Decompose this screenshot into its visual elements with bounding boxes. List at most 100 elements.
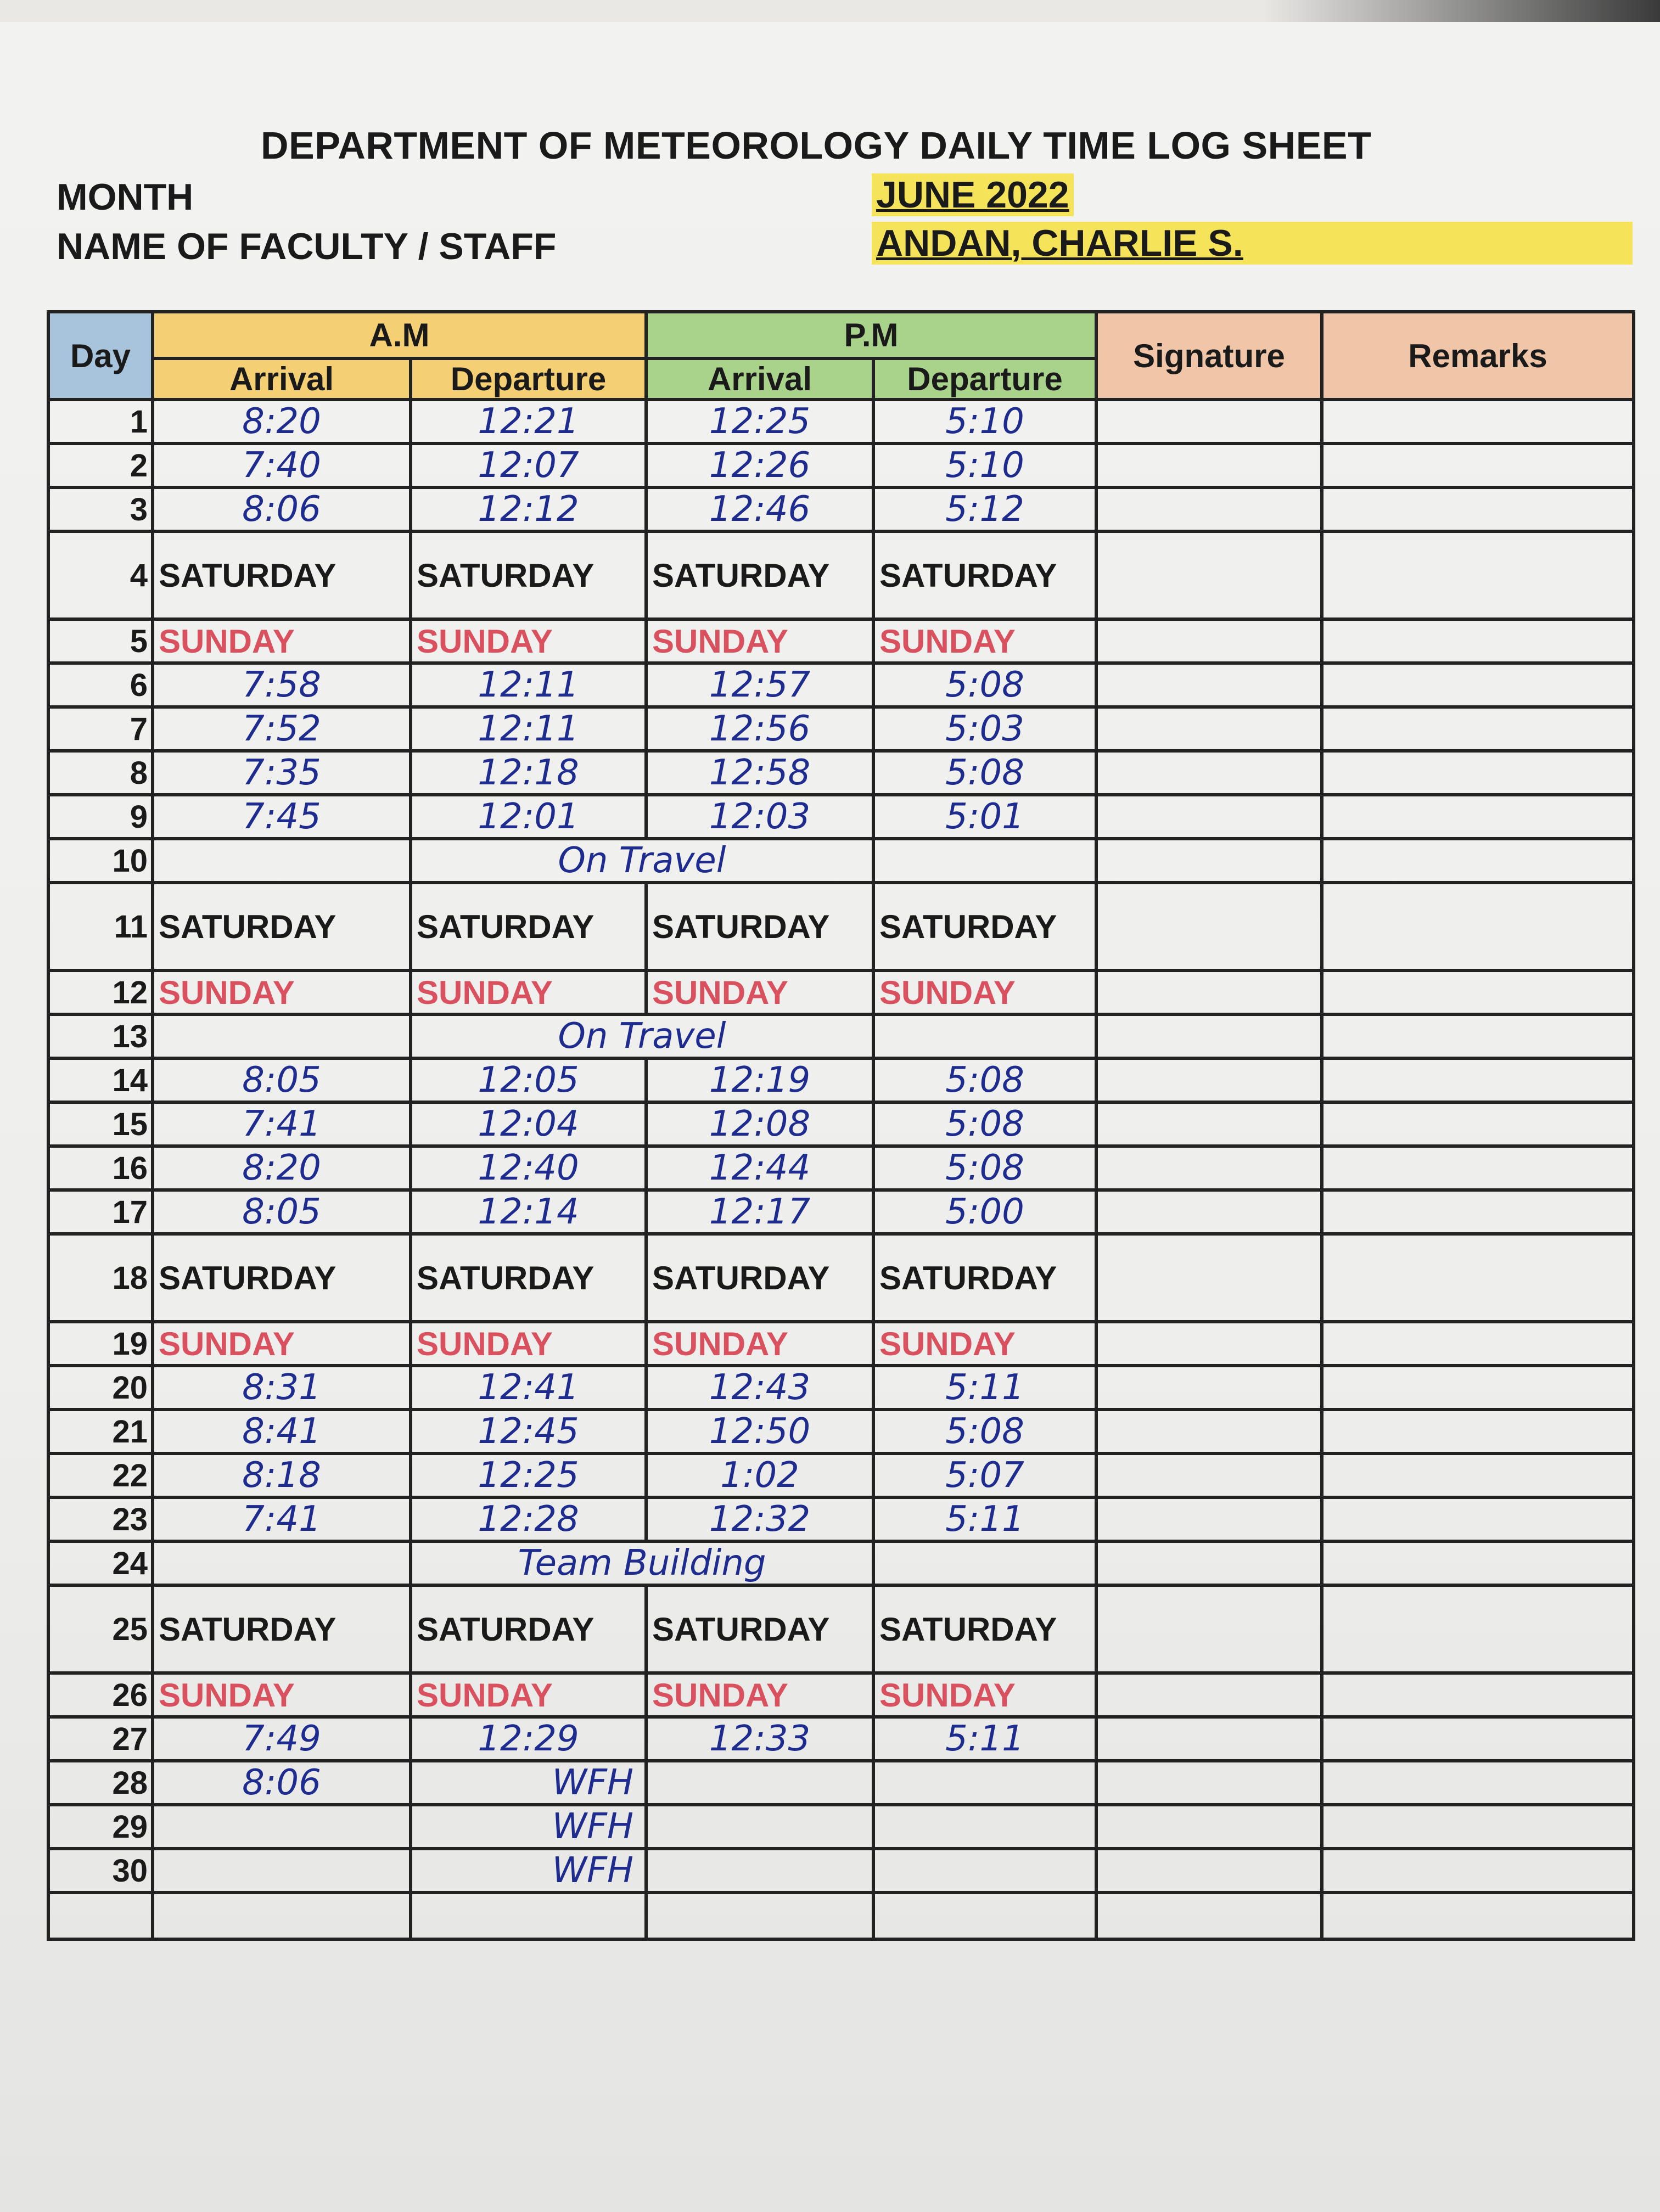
- day-number: 16: [47, 1144, 154, 1192]
- signature-cell[interactable]: [1095, 1013, 1324, 1060]
- day-number: 15: [47, 1101, 154, 1148]
- signature-cell[interactable]: [1095, 1496, 1324, 1543]
- signature-cell[interactable]: [1095, 530, 1324, 621]
- remarks-cell[interactable]: [1320, 881, 1636, 972]
- remarks-cell[interactable]: [1320, 837, 1636, 884]
- am-departure-cell: 12:29: [408, 1715, 648, 1762]
- table-row: 12 SUNDAY SUNDAY SUNDAY SUNDAY: [47, 969, 1636, 1016]
- pm-arrival-cell: [644, 1847, 876, 1894]
- remarks-cell[interactable]: [1320, 1671, 1636, 1719]
- remarks-cell[interactable]: [1320, 1320, 1636, 1367]
- signature-cell[interactable]: [1095, 1188, 1324, 1236]
- signature-cell[interactable]: [1095, 881, 1324, 972]
- pm-departure-cell: 5:01: [872, 793, 1098, 840]
- empty-cell: [1320, 1891, 1636, 1941]
- remarks-cell[interactable]: [1320, 969, 1636, 1016]
- pm-arrival-cell: 12:57: [644, 661, 876, 709]
- signature-cell[interactable]: [1095, 1364, 1324, 1411]
- table-row: 18 SATURDAY SATURDAY SATURDAY SATURDAY: [47, 1232, 1636, 1323]
- signature-cell[interactable]: [1095, 486, 1324, 533]
- remarks-cell[interactable]: [1320, 442, 1636, 489]
- pm-departure-cell: [872, 1759, 1098, 1806]
- remarks-cell[interactable]: [1320, 749, 1636, 796]
- am-departure-cell: 12:25: [408, 1452, 648, 1499]
- remarks-cell[interactable]: [1320, 1540, 1636, 1587]
- table-row: 10 On Travel: [47, 837, 1636, 884]
- signature-cell[interactable]: [1095, 1232, 1324, 1323]
- day-number: 10: [47, 837, 154, 884]
- signature-cell[interactable]: [1095, 442, 1324, 489]
- am-departure-cell: 12:45: [408, 1408, 648, 1455]
- pm-arrival-cell: 12:50: [644, 1408, 876, 1455]
- remarks-cell[interactable]: [1320, 1496, 1636, 1543]
- signature-cell[interactable]: [1095, 661, 1324, 709]
- table-body: 1 8:20 12:21 12:25 5:10 2 7:40 12:07 12:26 5:10 3 8…: [47, 398, 1636, 1941]
- signature-cell[interactable]: [1095, 1057, 1324, 1104]
- day-number: 21: [47, 1408, 154, 1455]
- signature-cell[interactable]: [1095, 1320, 1324, 1367]
- signature-cell[interactable]: [1095, 1540, 1324, 1587]
- remarks-cell[interactable]: [1320, 1364, 1636, 1411]
- signature-cell[interactable]: [1095, 1101, 1324, 1148]
- am-departure-cell: 12:28: [408, 1496, 648, 1543]
- table-row: 19 SUNDAY SUNDAY SUNDAY SUNDAY: [47, 1320, 1636, 1367]
- signature-cell[interactable]: [1095, 1803, 1324, 1850]
- remarks-cell[interactable]: [1320, 1013, 1636, 1060]
- saturday-label-am-arrival: SATURDAY: [151, 530, 412, 621]
- am-departure-cell: 12:12: [408, 486, 648, 533]
- am-departure-cell: 12:21: [408, 398, 648, 445]
- saturday-label-am-departure: SATURDAY: [408, 881, 648, 972]
- signature-cell[interactable]: [1095, 837, 1324, 884]
- signature-cell[interactable]: [1095, 1144, 1324, 1192]
- saturday-label-am-departure: SATURDAY: [408, 1232, 648, 1323]
- month-value: JUNE 2022: [872, 173, 1074, 216]
- remarks-cell[interactable]: [1320, 1188, 1636, 1236]
- remarks-cell[interactable]: [1320, 793, 1636, 840]
- table-row: 2 7:40 12:07 12:26 5:10: [47, 442, 1636, 489]
- signature-cell[interactable]: [1095, 749, 1324, 796]
- pm-arrival-cell: 12:44: [644, 1144, 876, 1192]
- day-number: 30: [47, 1847, 154, 1894]
- remarks-cell[interactable]: [1320, 1759, 1636, 1806]
- remarks-cell[interactable]: [1320, 1847, 1636, 1894]
- remarks-cell[interactable]: [1320, 1232, 1636, 1323]
- table-row: 28 8:06 WFH: [47, 1759, 1636, 1806]
- remarks-cell[interactable]: [1320, 1057, 1636, 1104]
- saturday-label-pm-arrival: SATURDAY: [644, 1232, 876, 1323]
- day-number: 23: [47, 1496, 154, 1543]
- remarks-cell[interactable]: [1320, 398, 1636, 445]
- signature-cell[interactable]: [1095, 398, 1324, 445]
- signature-cell[interactable]: [1095, 1759, 1324, 1806]
- signature-cell[interactable]: [1095, 1715, 1324, 1762]
- signature-cell[interactable]: [1095, 1584, 1324, 1675]
- remarks-cell[interactable]: [1320, 1803, 1636, 1850]
- signature-cell[interactable]: [1095, 1408, 1324, 1455]
- signature-cell[interactable]: [1095, 617, 1324, 665]
- sunday-label-pm-arrival: SUNDAY: [644, 617, 876, 665]
- day-number: 24: [47, 1540, 154, 1587]
- signature-cell[interactable]: [1095, 793, 1324, 840]
- day-number: 19: [47, 1320, 154, 1367]
- remarks-cell[interactable]: [1320, 530, 1636, 621]
- remarks-cell[interactable]: [1320, 617, 1636, 665]
- remarks-cell[interactable]: [1320, 1452, 1636, 1499]
- remarks-cell[interactable]: [1320, 1101, 1636, 1148]
- signature-cell[interactable]: [1095, 1671, 1324, 1719]
- table-row: 1 8:20 12:21 12:25 5:10: [47, 398, 1636, 445]
- remarks-cell[interactable]: [1320, 1584, 1636, 1675]
- signature-cell[interactable]: [1095, 1847, 1324, 1894]
- saturday-label-pm-departure: SATURDAY: [872, 1584, 1098, 1675]
- table-row: 17 8:05 12:14 12:17 5:00: [47, 1188, 1636, 1236]
- signature-cell[interactable]: [1095, 705, 1324, 753]
- remarks-cell[interactable]: [1320, 705, 1636, 753]
- sunday-label-am-arrival: SUNDAY: [151, 617, 412, 665]
- remarks-cell[interactable]: [1320, 661, 1636, 709]
- signature-cell[interactable]: [1095, 969, 1324, 1016]
- signature-cell[interactable]: [1095, 1452, 1324, 1499]
- remarks-cell[interactable]: [1320, 1715, 1636, 1762]
- am-departure-cell: 12:01: [408, 793, 648, 840]
- remarks-cell[interactable]: [1320, 486, 1636, 533]
- remarks-cell[interactable]: [1320, 1408, 1636, 1455]
- remarks-cell[interactable]: [1320, 1144, 1636, 1192]
- saturday-label-pm-arrival: SATURDAY: [644, 530, 876, 621]
